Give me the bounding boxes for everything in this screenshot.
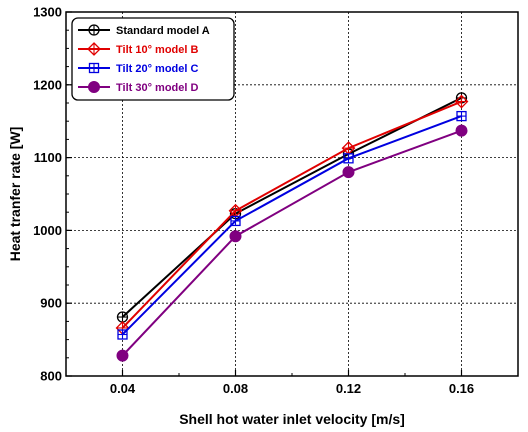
y-tick-label: 1200 xyxy=(33,77,62,92)
marker-filled-circle xyxy=(455,124,468,137)
grid xyxy=(66,12,518,376)
marker-filled-circle xyxy=(342,166,355,179)
series-3 xyxy=(117,110,467,340)
series-4 xyxy=(116,124,468,362)
marker-filled-circle xyxy=(116,349,129,362)
marker-filled-circle xyxy=(88,81,100,93)
y-tick-label: 800 xyxy=(40,369,62,384)
data-point-marker xyxy=(116,349,129,362)
x-tick-label: 0.12 xyxy=(336,381,361,396)
legend-item: Tilt 30° model D xyxy=(78,81,198,94)
y-tick-label: 1000 xyxy=(33,223,62,238)
data-point-marker xyxy=(456,110,467,122)
series-line xyxy=(121,100,462,329)
data-point-marker xyxy=(342,166,355,179)
data-point-marker xyxy=(343,153,354,164)
data-point-marker xyxy=(454,94,469,109)
series-group xyxy=(115,92,469,362)
y-tick-label: 1100 xyxy=(34,150,62,165)
y-tick-label: 1300 xyxy=(33,5,62,20)
series-line xyxy=(121,97,462,318)
data-point-marker xyxy=(88,24,100,36)
legend-label: Tilt 20° model C xyxy=(116,63,198,75)
marker-filled-circle xyxy=(229,230,242,243)
legend-item: Tilt 10° model B xyxy=(78,42,198,56)
data-point-marker xyxy=(117,329,128,340)
legend-label: Tilt 30° model D xyxy=(116,82,198,94)
x-tick-label: 0.08 xyxy=(223,381,248,396)
series-2 xyxy=(115,94,469,335)
legend-item: Standard model A xyxy=(78,24,210,37)
x-tick-label: 0.04 xyxy=(110,381,136,396)
data-point-marker xyxy=(116,311,129,323)
data-point-marker xyxy=(455,124,468,137)
x-axis-title: Shell hot water inlet velocity [m/s] xyxy=(179,411,405,427)
data-point-marker xyxy=(230,215,241,227)
y-tick-label: 900 xyxy=(40,296,62,311)
legend-label: Standard model A xyxy=(116,25,210,37)
legend-label: Tilt 10° model B xyxy=(116,44,198,56)
series-line xyxy=(121,129,462,357)
data-point-marker xyxy=(88,62,100,74)
data-point-marker xyxy=(87,42,101,56)
legend: Standard model A Tilt 10° model B Tilt 20°… xyxy=(71,17,235,101)
axis-ticks: 0.04 0.08 0.12 0.16 800 900 1000 1100 1200 1300 xyxy=(33,5,519,396)
series-line xyxy=(121,115,462,336)
y-axis-title: Heat tranfer rate [W] xyxy=(7,127,23,262)
x-tick-label: 0.16 xyxy=(449,381,474,396)
legend-box xyxy=(71,17,235,101)
data-point-marker xyxy=(229,230,242,243)
legend-item: Tilt 20° model C xyxy=(78,62,198,75)
data-point-marker xyxy=(88,81,100,93)
